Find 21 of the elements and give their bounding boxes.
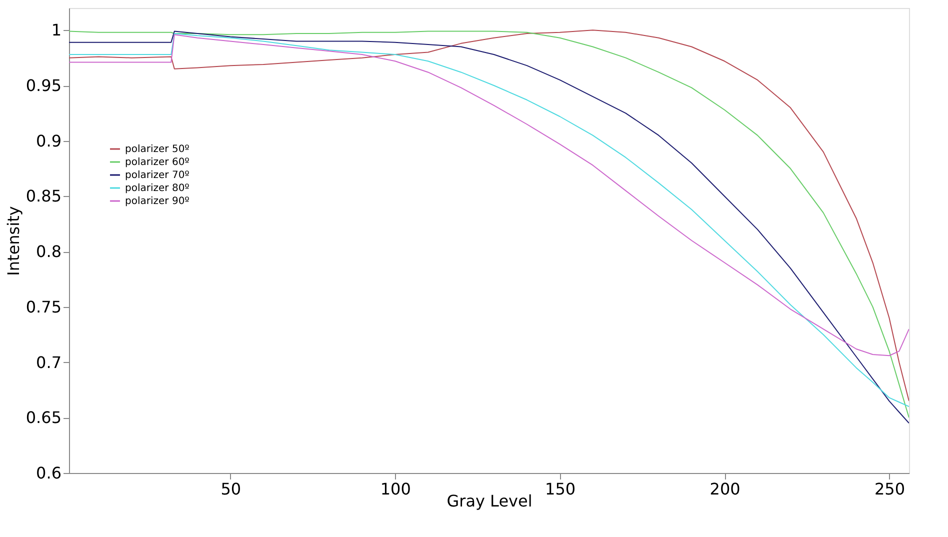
legend-label: polarizer 60º [125, 157, 190, 168]
x-tick-label: 100 [380, 480, 411, 498]
legend-label: polarizer 70º [125, 170, 190, 181]
y-tick-label: 0.75 [26, 297, 62, 316]
y-tick-label: 0.7 [36, 352, 62, 372]
y-tick-label: 0.8 [36, 242, 62, 262]
y-tick-label: 0.9 [36, 131, 62, 150]
legend-label: polarizer 50º [125, 144, 190, 155]
y-axis-title: Intensity [4, 206, 23, 276]
y-tick-label: 0.85 [26, 186, 62, 206]
y-tick-label: 0.95 [26, 76, 62, 95]
y-tick-label: 0.6 [36, 464, 62, 482]
y-tick-label: 0.65 [26, 408, 62, 428]
legend-label: polarizer 80º [125, 183, 190, 194]
x-tick-label: 200 [710, 480, 740, 498]
x-tick-label: 150 [545, 480, 576, 498]
x-tick-label: 250 [874, 480, 906, 498]
x-tick-label: 50 [220, 480, 242, 498]
x-axis-title: Gray Level [446, 492, 532, 510]
y-tick-label: 1 [51, 20, 62, 40]
legend-label: polarizer 90º [125, 196, 190, 207]
